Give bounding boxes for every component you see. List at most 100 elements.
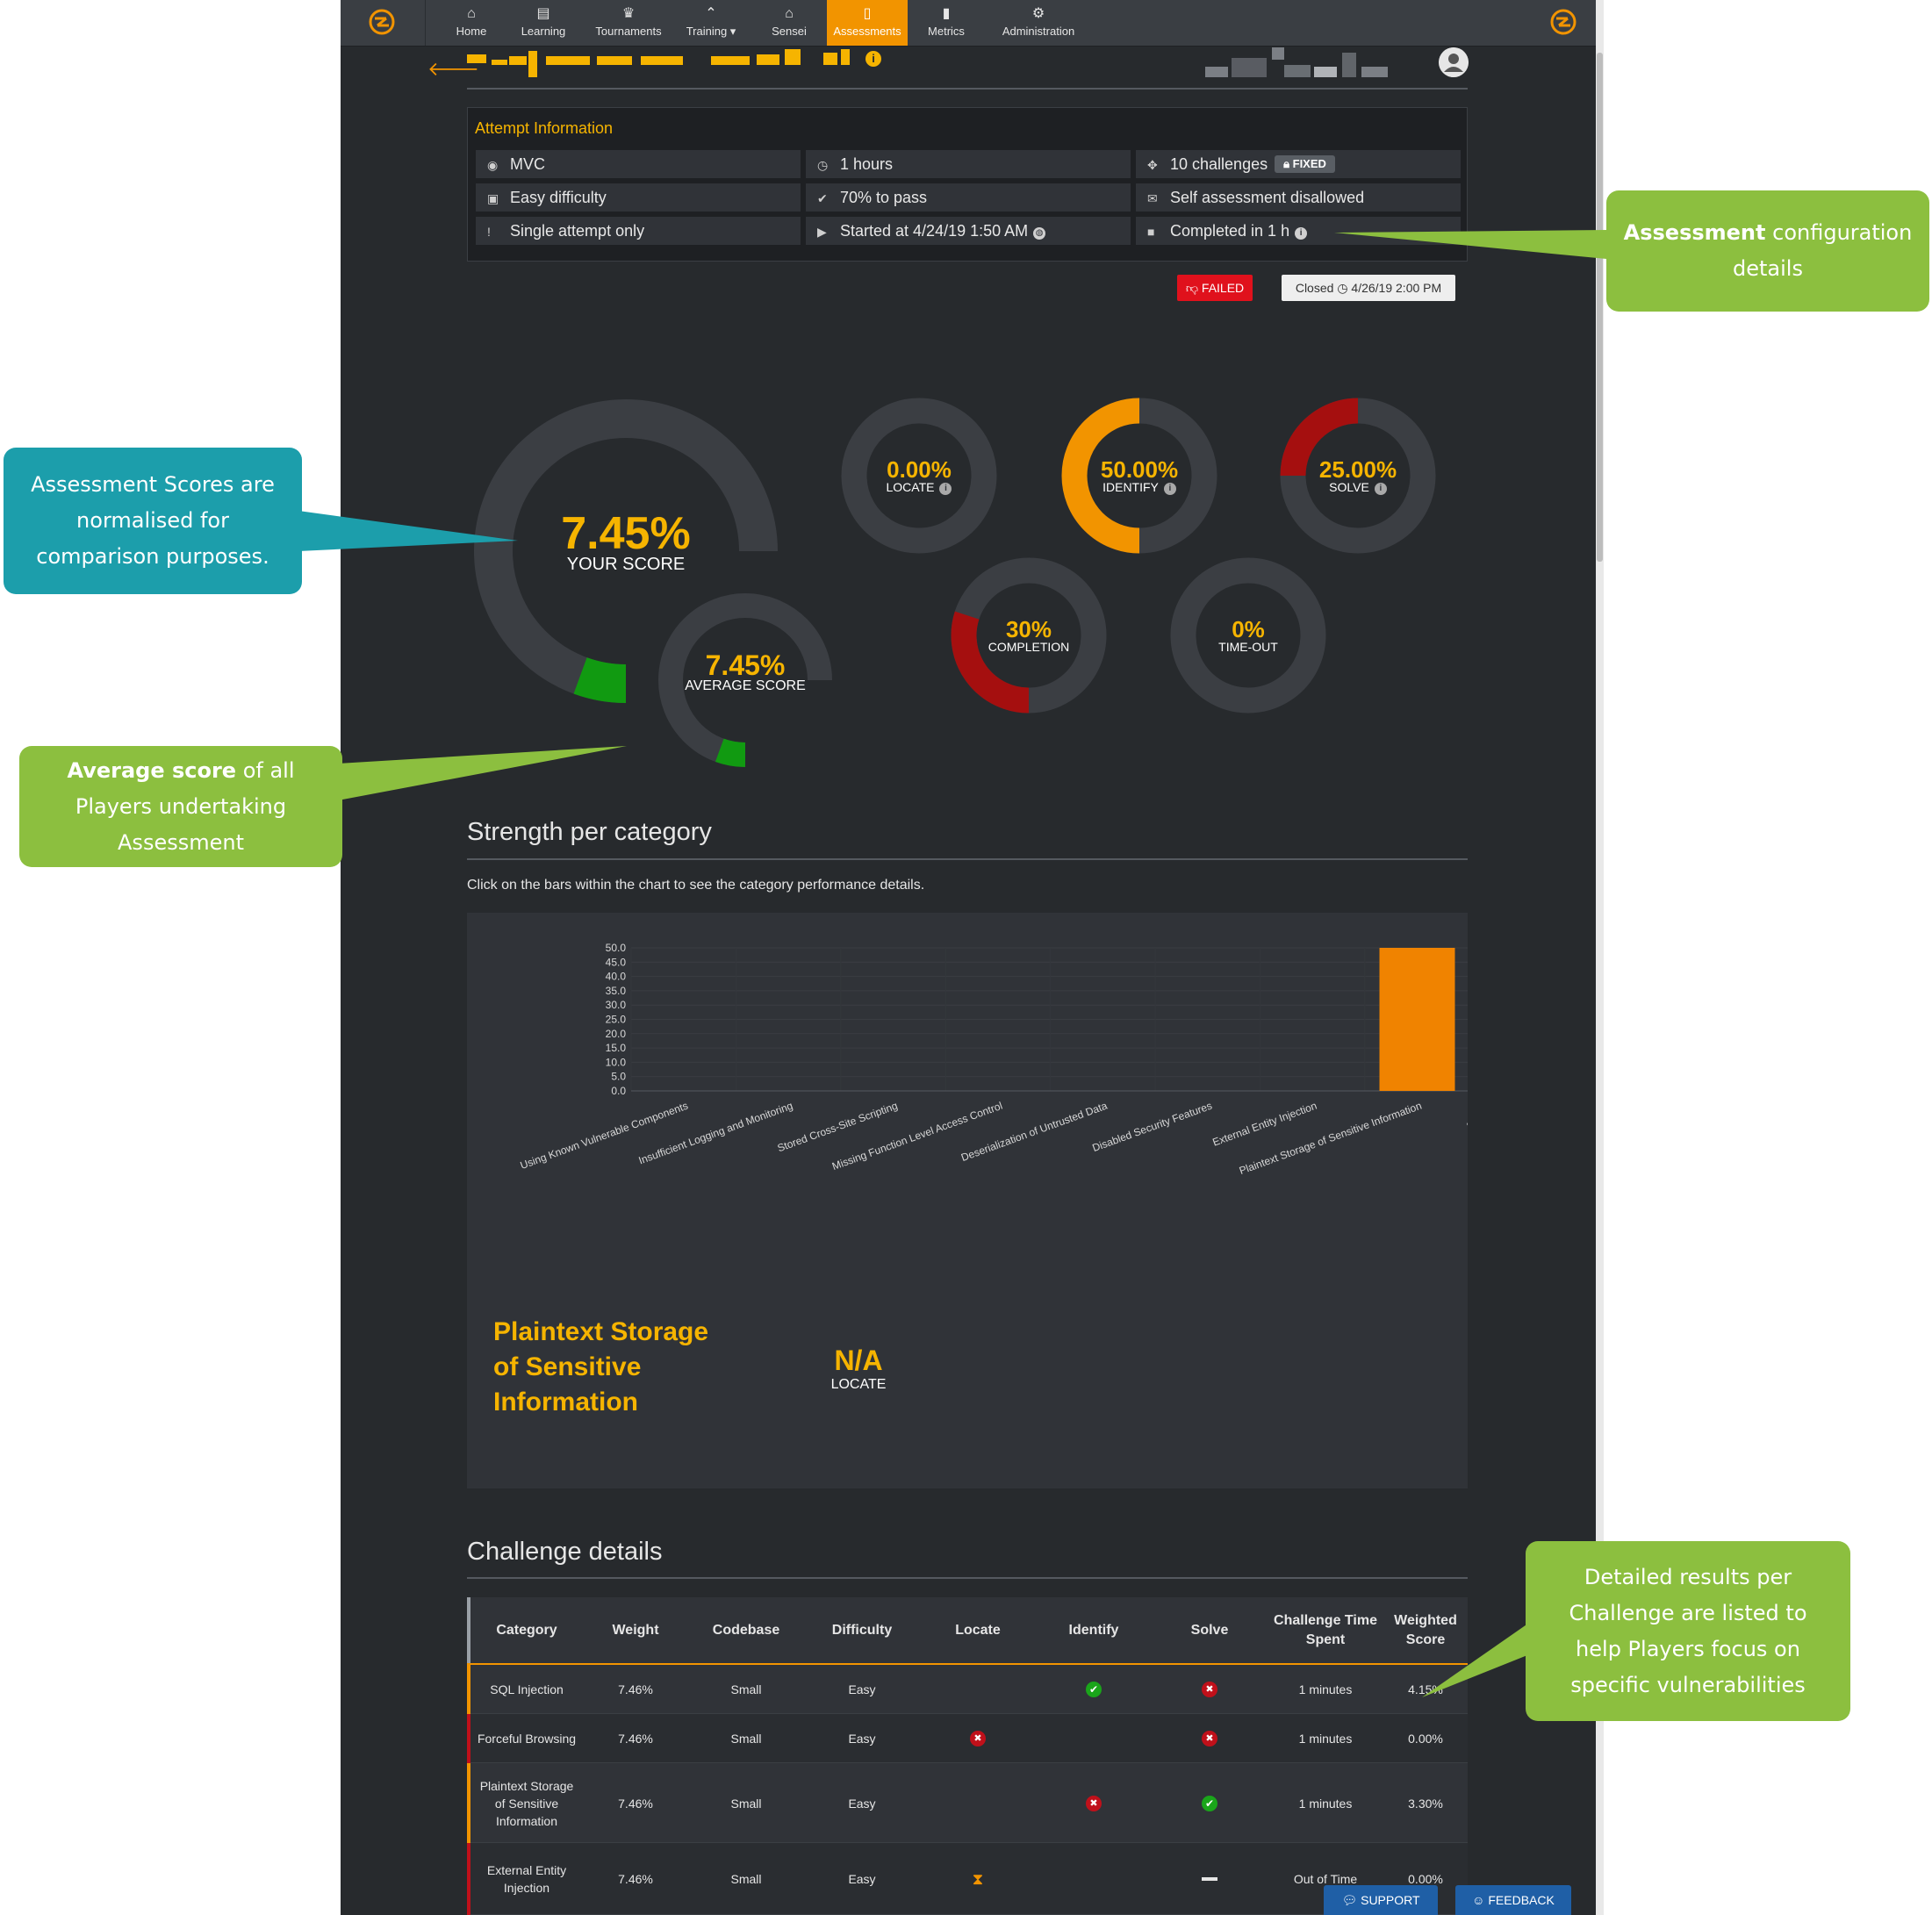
attempt-cell-text: 1 hours xyxy=(840,155,894,173)
table-header-divider xyxy=(467,1663,1468,1665)
callout-scores-normalised: Assessment Scores are normalised for com… xyxy=(4,448,302,594)
table-row[interactable] xyxy=(467,1714,1468,1763)
clock-icon: ◷ xyxy=(1337,281,1348,295)
attempt-cell-7: ▶ Started at 4/24/19 1:50 AM ◍ xyxy=(806,217,1131,245)
attempt-cell-1: ◷ 1 hours xyxy=(806,150,1131,178)
fixed-badge: 🔒︎ FIXED xyxy=(1275,155,1335,173)
nav-item-metrics[interactable]: ▮ Metrics xyxy=(907,0,986,46)
clock-icon: ◷ xyxy=(817,158,829,172)
sensei-hat-icon: ⌂ xyxy=(785,6,794,21)
cell-difficulty: Easy xyxy=(848,1796,876,1811)
detail-locate-label: LOCATE xyxy=(830,1377,887,1392)
cell-difficulty: Easy xyxy=(848,1682,876,1696)
nav-item-home[interactable]: ⌂ Home xyxy=(432,0,511,46)
column-header-solve[interactable]: Solve xyxy=(1190,1623,1229,1638)
cell-time: 1 minutes xyxy=(1298,1796,1353,1811)
cell-time: 1 minutes xyxy=(1298,1732,1353,1746)
identify-label: IDENTIFY i xyxy=(1034,480,1245,495)
completion-value: 30% xyxy=(1005,615,1052,642)
globe-icon[interactable]: ◍ xyxy=(1033,227,1046,240)
info-icon[interactable]: i xyxy=(939,482,952,495)
row-status-bar xyxy=(467,1843,470,1915)
cell-codebase: Small xyxy=(730,1682,762,1696)
nav-item-assessments[interactable]: ▯ Assessments xyxy=(827,0,908,46)
cell-weight: 7.46% xyxy=(618,1796,653,1811)
y-tick-label: 45.0 xyxy=(606,956,627,968)
info-icon[interactable]: i xyxy=(1295,227,1308,240)
nav-item-administration[interactable]: ⚙ Administration xyxy=(985,0,1092,46)
callout-detailed-results: Detailed results per Challenge are liste… xyxy=(1526,1541,1850,1721)
exclamation-icon: ! xyxy=(487,225,491,239)
title-info-icon[interactable]: i xyxy=(865,51,881,67)
attempt-cell-5: ✉ Self assessment disallowed xyxy=(1136,183,1461,212)
y-tick-label: 35.0 xyxy=(606,985,627,997)
column-header-identify[interactable]: Identify xyxy=(1068,1623,1119,1638)
fixed-badge-label: FIXED xyxy=(1292,157,1326,170)
nav-item-learning[interactable]: ▤ Learning xyxy=(504,0,583,46)
attempt-cell-8: ■ Completed in 1 h i xyxy=(1136,217,1461,245)
timeout-value: 0% xyxy=(1232,615,1265,642)
support-button[interactable]: 💬︎ SUPPORT xyxy=(1324,1885,1438,1915)
cell-identify: ✖ xyxy=(1036,1763,1152,1843)
nav-item-sensei[interactable]: ⌂ Sensei xyxy=(750,0,829,46)
gear-icon: ⚙ xyxy=(1031,6,1045,21)
table-row[interactable] xyxy=(467,1763,1468,1843)
cell-locate: ⧗ xyxy=(920,1843,1036,1915)
attempt-cell-text: Single attempt only xyxy=(510,222,645,240)
fail-icon: ✖ xyxy=(1202,1682,1217,1697)
fail-icon: ✖ xyxy=(1202,1731,1217,1746)
attempt-cell-6: ! Single attempt only xyxy=(476,217,801,245)
column-header-weight[interactable]: Weight xyxy=(612,1623,659,1638)
nav-item-label: Sensei xyxy=(772,25,807,38)
cell-category: SQL Injection xyxy=(490,1682,564,1696)
brand-logo-icon[interactable] xyxy=(367,7,397,37)
category-detail-title: Plaintext Storage of Sensitive Informati… xyxy=(493,1317,709,1417)
nav-item-training[interactable]: ⌃ Training ▾ xyxy=(667,0,755,46)
stop-icon: ■ xyxy=(1147,225,1155,239)
column-header-difficulty[interactable]: Difficulty xyxy=(831,1623,893,1638)
scrollbar-thumb[interactable] xyxy=(1597,53,1603,562)
column-header-category[interactable]: Category xyxy=(496,1623,557,1638)
column-header-locate[interactable]: Locate xyxy=(955,1623,1001,1638)
solve-label-text: SOLVE xyxy=(1329,479,1369,494)
header-divider xyxy=(467,88,1468,90)
cell-codebase: Small xyxy=(730,1796,762,1811)
page-scrollbar[interactable] xyxy=(1596,0,1604,1915)
identify-gauge-fill xyxy=(1061,398,1140,554)
feedback-button[interactable]: ☺ FEEDBACK xyxy=(1455,1885,1571,1915)
dash-icon xyxy=(1202,1877,1217,1881)
column-header-weighted-score[interactable]: Weighted Score xyxy=(1394,1613,1457,1647)
info-icon[interactable]: i xyxy=(1374,482,1387,495)
brand-logo-right-icon[interactable] xyxy=(1548,7,1578,37)
timeout-gauge-track xyxy=(1170,557,1326,714)
user-avatar-icon[interactable] xyxy=(1439,47,1469,77)
feedback-icon: ☺ xyxy=(1472,1893,1485,1907)
challenge-section-title: Challenge details xyxy=(467,1538,663,1566)
completion-gauge-fill xyxy=(951,611,1030,714)
locate-label: LOCATE i xyxy=(814,480,1024,495)
strength-section-title: Strength per category xyxy=(467,818,712,846)
attempt-information-title: Attempt Information xyxy=(475,119,614,137)
y-tick-label: 50.0 xyxy=(606,942,627,954)
cell-identify: ✔ xyxy=(1036,1665,1152,1714)
table-row[interactable] xyxy=(467,1665,1468,1714)
app-window: ⌂ Home ▤ Learning ♛ Tournaments ⌃ Training ▾ ⌂ Se… xyxy=(341,0,1596,1915)
challenge-table-header xyxy=(467,1597,1468,1664)
y-tick-label: 10.0 xyxy=(606,1056,627,1068)
timeout-label: TIME-OUT xyxy=(1143,640,1354,654)
assessment-title-redacted xyxy=(467,49,880,77)
nav-item-tournaments[interactable]: ♛ Tournaments xyxy=(580,0,677,46)
column-header-challenge-time-spent[interactable]: Challenge Time Spent xyxy=(1274,1613,1377,1647)
chart-hint-text: Click on the bars within the chart to se… xyxy=(467,878,925,893)
attempt-cell-text: Started at 4/24/19 1:50 AM xyxy=(840,222,1029,240)
bar-plaintext-storage-of-sensitive-information[interactable] xyxy=(1379,948,1455,1091)
cell-score: 3.30% xyxy=(1408,1796,1443,1811)
y-tick-label: 15.0 xyxy=(606,1042,627,1054)
strength-bar-chart[interactable]: 0.0 5.0 10.0 15.0 20.0 25.0 30.0 35.0 40.0 45.0 50… xyxy=(467,913,1468,1488)
check-icon: ✔ xyxy=(1202,1795,1217,1811)
info-icon[interactable]: i xyxy=(1163,482,1176,495)
nav-item-label: Training ▾ xyxy=(686,25,736,38)
bar-chart-icon: ▮ xyxy=(942,6,951,21)
callout-assessment-config: Assessment configuration details xyxy=(1606,190,1929,312)
column-header-codebase[interactable]: Codebase xyxy=(712,1623,780,1638)
